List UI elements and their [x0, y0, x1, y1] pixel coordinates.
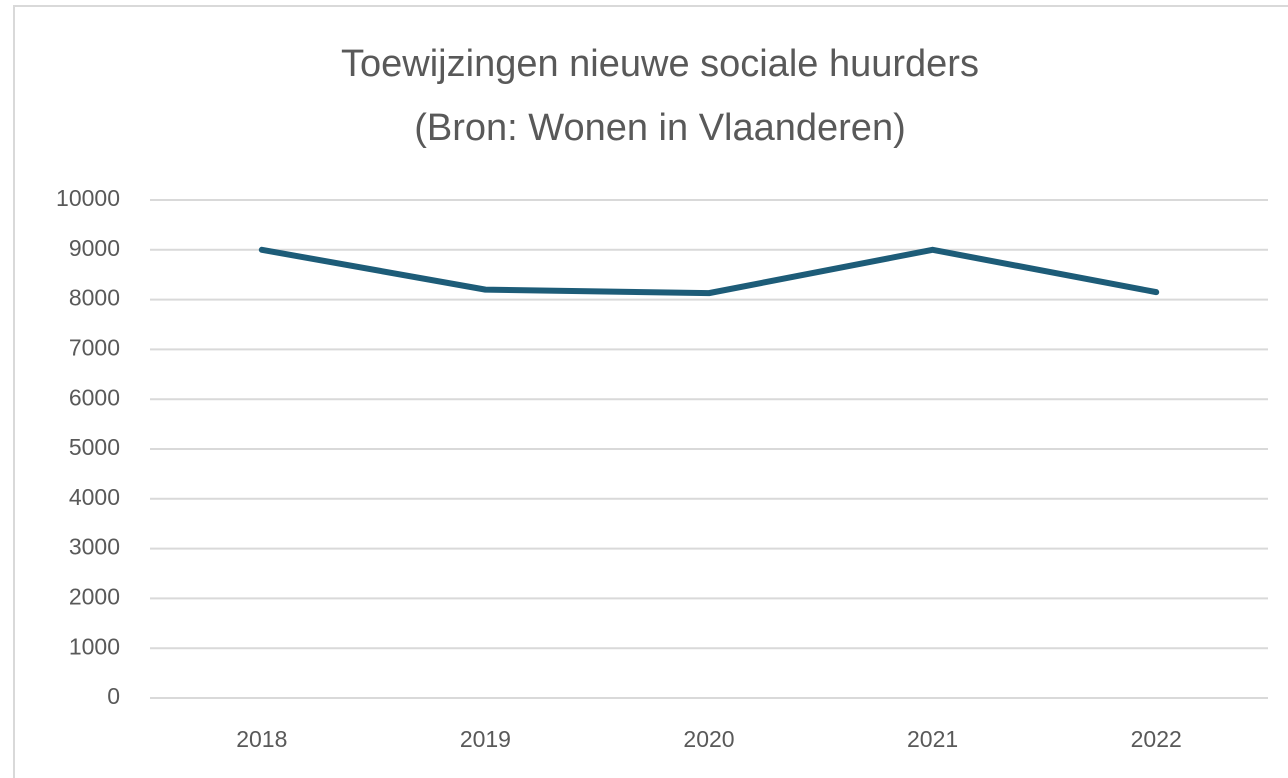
- x-tick-label: 2019: [460, 726, 511, 752]
- x-tick-label: 2018: [236, 726, 287, 752]
- y-tick-label: 3000: [69, 534, 120, 560]
- y-tick-label: 0: [107, 683, 120, 709]
- y-tick-label: 1000: [69, 633, 120, 659]
- y-tick-label: 4000: [69, 484, 120, 510]
- y-tick-label: 9000: [69, 235, 120, 261]
- chart-title: Toewijzingen nieuwe sociale huurders: [341, 43, 979, 85]
- x-tick-label: 2022: [1131, 726, 1182, 752]
- chart-subtitle: (Bron: Wonen in Vlaanderen): [414, 107, 905, 149]
- y-tick-label: 2000: [69, 583, 120, 609]
- y-tick-label: 8000: [69, 285, 120, 311]
- y-tick-label: 5000: [69, 434, 120, 460]
- data-line: [258, 246, 1160, 297]
- x-tick-label: 2020: [683, 726, 734, 752]
- chart-frame: [13, 5, 1288, 778]
- y-tick-label: 6000: [69, 384, 120, 410]
- y-tick-label: 7000: [69, 334, 120, 360]
- y-tick-label: 10000: [56, 185, 120, 211]
- x-tick-label: 2021: [907, 726, 958, 752]
